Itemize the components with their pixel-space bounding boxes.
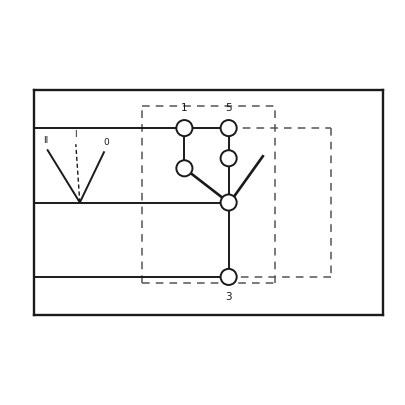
Text: I: I [75, 130, 77, 139]
Circle shape [221, 194, 237, 211]
Circle shape [221, 150, 237, 166]
Text: 1: 1 [181, 103, 188, 113]
Circle shape [176, 160, 192, 176]
Circle shape [221, 269, 237, 285]
Circle shape [221, 120, 237, 136]
Text: 3: 3 [225, 292, 232, 302]
Text: 0: 0 [103, 139, 109, 147]
Circle shape [176, 120, 192, 136]
Text: 5: 5 [225, 103, 232, 113]
Text: II: II [43, 136, 48, 145]
